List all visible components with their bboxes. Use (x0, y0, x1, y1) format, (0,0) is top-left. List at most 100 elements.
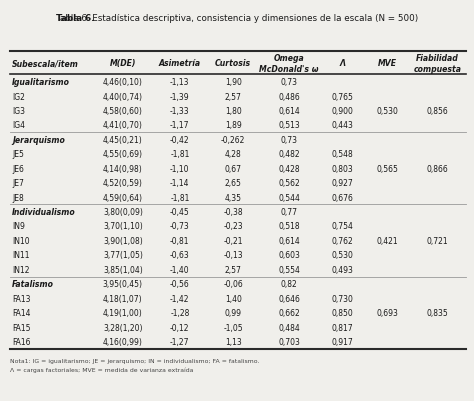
Text: IN9: IN9 (12, 222, 25, 231)
Text: Tabla 6.: Tabla 6. (56, 14, 94, 23)
Text: FA16: FA16 (12, 337, 31, 346)
Text: Fatalismo: Fatalismo (12, 279, 55, 289)
Text: -0,06: -0,06 (223, 279, 243, 289)
Text: 2,57: 2,57 (225, 92, 242, 101)
Text: 0,482: 0,482 (278, 150, 300, 159)
Text: 4,14(0,98): 4,14(0,98) (103, 164, 143, 173)
Text: 1,13: 1,13 (225, 337, 242, 346)
Text: -1,27: -1,27 (170, 337, 190, 346)
Text: Asimetría: Asimetría (159, 59, 201, 68)
Text: 0,82: 0,82 (281, 279, 298, 289)
Text: 0,421: 0,421 (376, 236, 398, 245)
Text: 0,562: 0,562 (278, 179, 300, 188)
Text: 4,19(1,00): 4,19(1,00) (103, 308, 143, 317)
Text: FA15: FA15 (12, 323, 31, 332)
Text: -0,262: -0,262 (221, 136, 246, 144)
Text: 0,530: 0,530 (376, 107, 398, 115)
Text: 0,866: 0,866 (427, 164, 448, 173)
Text: JE6: JE6 (12, 164, 24, 173)
Text: Subescala/item: Subescala/item (12, 59, 79, 68)
Text: 0,544: 0,544 (278, 193, 300, 202)
Text: 0,518: 0,518 (278, 222, 300, 231)
Text: 0,754: 0,754 (331, 222, 354, 231)
Text: -1,81: -1,81 (170, 150, 190, 159)
Text: 0,703: 0,703 (278, 337, 300, 346)
Text: 4,35: 4,35 (225, 193, 242, 202)
Text: Fiabilidad
compuesta: Fiabilidad compuesta (413, 54, 462, 73)
Text: 0,803: 0,803 (331, 164, 353, 173)
Text: 0,443: 0,443 (331, 121, 354, 130)
Text: 4,55(0,69): 4,55(0,69) (103, 150, 143, 159)
Text: 0,493: 0,493 (331, 265, 354, 274)
Text: 2,57: 2,57 (225, 265, 242, 274)
Text: Nota1: IG = igualitarismo; JE = jerarquismo; IN = individualismo; FA = fatalismo: Nota1: IG = igualitarismo; JE = jerarqui… (10, 358, 260, 363)
Text: 0,565: 0,565 (376, 164, 398, 173)
Text: 0,927: 0,927 (331, 179, 353, 188)
Text: 0,614: 0,614 (278, 107, 300, 115)
Text: -0,45: -0,45 (170, 208, 190, 217)
Text: -1,14: -1,14 (170, 179, 190, 188)
Text: 0,817: 0,817 (332, 323, 353, 332)
Text: 0,548: 0,548 (331, 150, 353, 159)
Text: -0,63: -0,63 (170, 251, 190, 260)
Text: 4,40(0,74): 4,40(0,74) (103, 92, 143, 101)
Text: FA13: FA13 (12, 294, 31, 303)
Text: 4,45(0,21): 4,45(0,21) (103, 136, 143, 144)
Text: 2,65: 2,65 (225, 179, 242, 188)
Text: 0,99: 0,99 (225, 308, 242, 317)
Text: Omega
McDonald's ω: Omega McDonald's ω (259, 54, 319, 73)
Text: Jerarquismo: Jerarquismo (12, 136, 65, 144)
Text: Igualitarismo: Igualitarismo (12, 78, 70, 87)
Text: 0,73: 0,73 (281, 136, 298, 144)
Text: 4,59(0,64): 4,59(0,64) (103, 193, 143, 202)
Text: 3,70(1,10): 3,70(1,10) (103, 222, 143, 231)
Text: 0,762: 0,762 (331, 236, 353, 245)
Text: -1,17: -1,17 (170, 121, 190, 130)
Text: -1,33: -1,33 (170, 107, 190, 115)
Text: -0,21: -0,21 (223, 236, 243, 245)
Text: 1,90: 1,90 (225, 78, 242, 87)
Text: 3,80(0,09): 3,80(0,09) (103, 208, 143, 217)
Text: 3,28(1,20): 3,28(1,20) (103, 323, 143, 332)
Text: JE5: JE5 (12, 150, 24, 159)
Text: 0,850: 0,850 (331, 308, 353, 317)
Text: 4,58(0,60): 4,58(0,60) (103, 107, 143, 115)
Text: -1,28: -1,28 (170, 308, 190, 317)
Text: -1,39: -1,39 (170, 92, 190, 101)
Text: -0,23: -0,23 (223, 222, 243, 231)
Text: FA14: FA14 (12, 308, 31, 317)
Text: IG2: IG2 (12, 92, 25, 101)
Text: 0,67: 0,67 (225, 164, 242, 173)
Text: JE7: JE7 (12, 179, 24, 188)
Text: -1,13: -1,13 (170, 78, 190, 87)
Text: 1,89: 1,89 (225, 121, 242, 130)
Text: 0,917: 0,917 (331, 337, 353, 346)
Text: Individualismo: Individualismo (12, 208, 76, 217)
Text: 0,646: 0,646 (278, 294, 300, 303)
Text: 4,52(0,59): 4,52(0,59) (103, 179, 143, 188)
Text: 0,730: 0,730 (331, 294, 354, 303)
Text: 3,77(1,05): 3,77(1,05) (103, 251, 143, 260)
Text: 0,614: 0,614 (278, 236, 300, 245)
Text: 0,73: 0,73 (281, 78, 298, 87)
Text: -0,56: -0,56 (170, 279, 190, 289)
Text: IG4: IG4 (12, 121, 25, 130)
Text: 3,90(1,08): 3,90(1,08) (103, 236, 143, 245)
Text: IN11: IN11 (12, 251, 30, 260)
Text: 0,77: 0,77 (281, 208, 298, 217)
Text: IN10: IN10 (12, 236, 30, 245)
Text: -0,73: -0,73 (170, 222, 190, 231)
Text: IG3: IG3 (12, 107, 25, 115)
Text: Λ: Λ (339, 59, 346, 68)
Text: 0,856: 0,856 (427, 107, 448, 115)
Text: 4,18(1,07): 4,18(1,07) (103, 294, 143, 303)
Text: 0,486: 0,486 (278, 92, 300, 101)
Text: 0,693: 0,693 (376, 308, 398, 317)
Text: 3,85(1,04): 3,85(1,04) (103, 265, 143, 274)
Text: JE8: JE8 (12, 193, 24, 202)
Text: Curtosis: Curtosis (215, 59, 251, 68)
Text: 0,721: 0,721 (427, 236, 448, 245)
Text: 0,765: 0,765 (331, 92, 354, 101)
Text: 0,835: 0,835 (427, 308, 448, 317)
Text: Tabla 6. Estadística descriptiva, consistencia y dimensiones de la escala (N = 5: Tabla 6. Estadística descriptiva, consis… (56, 14, 418, 23)
